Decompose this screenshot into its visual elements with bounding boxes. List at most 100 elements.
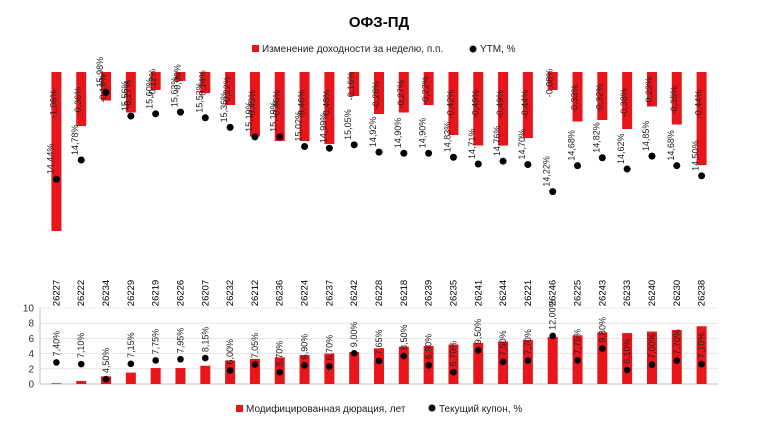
yield-change-bar [101, 72, 112, 101]
category-label: 26238 [697, 280, 708, 306]
yield-change-label: -0,38% [619, 88, 629, 117]
ytm-label: 15,05% [343, 109, 353, 140]
ytm-dot [449, 153, 457, 161]
ytm-label: 15,19% [269, 101, 279, 132]
ytm-dot [251, 133, 259, 141]
duration-bar [249, 358, 260, 384]
ytm-label: 14,78% [70, 125, 80, 156]
category-label: 26240 [647, 280, 658, 306]
y-tick-label: 2 [28, 364, 34, 375]
yield-change-label: -0,36% [73, 87, 83, 116]
duration-bar [374, 348, 384, 384]
ytm-dot [474, 160, 482, 168]
category-labels: 26227 26222 26234 26229 26219 26226 26207 26232… [51, 280, 707, 306]
ytm-dot [226, 123, 234, 131]
coupon-dot [673, 357, 681, 364]
ytm-dot [325, 144, 333, 152]
ytm-label: 15,19% [244, 101, 254, 132]
coupon-dot [326, 363, 333, 370]
coupon-label: 7,10% [697, 333, 707, 359]
category-label: 26229 [126, 280, 137, 306]
legend-bar-swatch-duration [236, 405, 243, 412]
ytm-label: 14,71% [467, 128, 477, 159]
coupon-dot [623, 366, 631, 374]
coupon-label: 7,40% [51, 331, 61, 357]
legend-dot-ytm [469, 45, 477, 53]
ytm-label: 15,63% [169, 77, 179, 108]
yield-change-bar [349, 72, 360, 96]
coupon-dot [474, 346, 482, 354]
yield-change-label: -0,35% [669, 86, 679, 115]
yield-change-bar [646, 72, 657, 107]
yield-change-bar [200, 72, 211, 93]
ytm-dot [400, 149, 408, 157]
ytm-label: 14,62% [616, 134, 626, 165]
category-label: 26226 [175, 280, 186, 306]
coupon-dot [400, 352, 408, 360]
ytm-dot [574, 162, 582, 170]
ytm-label: 14,85% [641, 121, 651, 152]
coupon-label: 7,70% [523, 329, 533, 355]
y-tick-label: 4 [28, 349, 34, 360]
yield-change-label: -0,08% [545, 69, 555, 98]
yield-change-bar [150, 72, 161, 90]
yield-change-bar [522, 72, 533, 138]
ytm-dot [350, 141, 358, 149]
yield-change-label: -0,14% [197, 70, 207, 99]
coupon-dot [549, 332, 557, 340]
yield-change-label: -0,06% [172, 64, 182, 93]
coupon-dot [375, 357, 383, 365]
coupon-label: 7,00% [647, 333, 657, 359]
ytm-label: 14,70% [517, 129, 527, 160]
ytm-label: 14,68% [666, 130, 676, 161]
coupon-dot [251, 361, 259, 368]
category-label: 26242 [349, 280, 360, 306]
ytm-dot [698, 172, 706, 180]
ytm-label: 14,22% [542, 156, 552, 187]
category-label: 26228 [374, 280, 385, 306]
category-label: 26222 [76, 280, 87, 306]
ytm-label: 15,56% [120, 81, 130, 112]
ytm-dot [673, 162, 681, 170]
yield-change-bar [671, 72, 682, 125]
ytm-dot [52, 175, 60, 183]
duration-bar [125, 372, 136, 384]
ytm-label: 15,02% [294, 111, 304, 142]
coupon-dot [53, 359, 60, 366]
yield-change-bar [547, 72, 558, 90]
coupon-dot [177, 355, 184, 363]
yield-change-label: -0,12% [148, 69, 158, 98]
bottom-legend: Модифицированная дюрация, лет Текущий ку… [236, 403, 522, 415]
category-label: 26221 [523, 280, 534, 306]
ytm-dot [276, 133, 284, 141]
top-chart-plot: -1,06% -0,36% -0,19% -0,27% -0,12% -0,06% -0,1… [45, 57, 707, 231]
duration-bar [349, 352, 360, 384]
legend-dot-coupon [428, 404, 436, 412]
coupon-dot [127, 360, 135, 368]
yield-change-label: -0,28% [371, 81, 381, 110]
y-tick-label: 8 [28, 319, 34, 330]
category-label: 26239 [424, 280, 435, 306]
ytm-dot [301, 143, 309, 151]
yield-change-bar [448, 72, 459, 135]
category-label: 26219 [151, 280, 162, 306]
y-tick-label: 10 [23, 304, 35, 315]
ytm-dot [77, 156, 85, 164]
yield-change-label: -0,44% [520, 90, 530, 119]
coupon-label: 7,50% [498, 330, 508, 356]
ytm-label: 15,98% [95, 57, 105, 88]
coupon-dot [350, 349, 358, 357]
yield-change-bar [398, 72, 409, 113]
coupon-label: 6,00% [225, 339, 235, 365]
coupon-label: 12,00% [548, 299, 558, 330]
yield-change-bar [572, 72, 583, 122]
coupon-dot [201, 354, 209, 362]
category-label: 26241 [473, 280, 484, 306]
yield-change-bar [125, 72, 136, 113]
coupon-label: 8,50% [399, 325, 409, 351]
duration-bar [622, 333, 633, 384]
yield-change-label: -0,43% [247, 90, 257, 119]
ytm-dot [425, 149, 433, 157]
coupon-label: 6,10% [622, 338, 632, 364]
